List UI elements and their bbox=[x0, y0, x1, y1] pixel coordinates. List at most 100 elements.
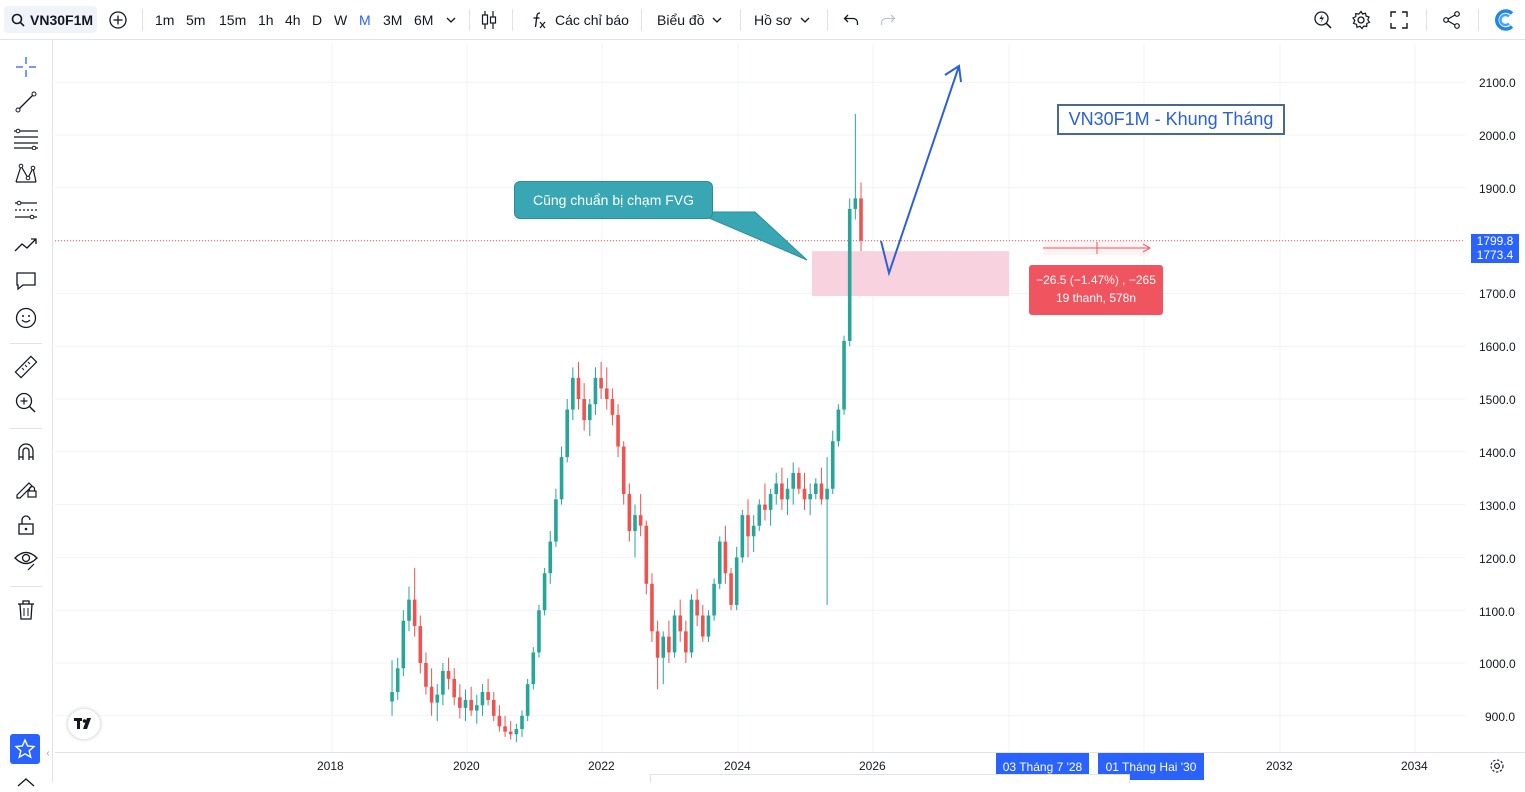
hide-drawings-tool[interactable] bbox=[10, 545, 42, 575]
time-label: 2032 bbox=[1266, 759, 1293, 773]
eye-icon bbox=[14, 551, 38, 571]
quick-search-button[interactable] bbox=[1313, 0, 1333, 39]
interval-3m[interactable]: 3M bbox=[383, 11, 403, 28]
top-toolbar: VN30F1M 1m 5m 15m 1h 4h D W M 3M 6M Các … bbox=[0, 0, 1525, 40]
profile-dropdown[interactable]: Hồ sơ bbox=[754, 0, 810, 39]
chevron-up-icon bbox=[17, 778, 35, 787]
price-label: 1200.0 bbox=[1479, 552, 1516, 566]
chevron-down-icon bbox=[800, 17, 810, 23]
candle-body bbox=[746, 515, 750, 537]
lock-all-tool[interactable] bbox=[10, 510, 42, 540]
candle-body bbox=[734, 557, 739, 605]
settings-button[interactable] bbox=[1351, 0, 1371, 39]
candle-body bbox=[446, 670, 451, 679]
forecast-tool[interactable] bbox=[10, 195, 42, 225]
candle-body bbox=[785, 488, 790, 500]
remove-drawings-tool[interactable] bbox=[10, 595, 42, 625]
candle-body bbox=[463, 699, 468, 708]
interval-5m[interactable]: 5m bbox=[186, 11, 206, 28]
tradingview-logo[interactable] bbox=[68, 709, 100, 739]
time-label: 2024 bbox=[724, 759, 751, 773]
lock-drawing-tool[interactable] bbox=[10, 473, 42, 503]
chart-svg bbox=[55, 44, 1465, 752]
ruler-tool[interactable] bbox=[10, 352, 42, 382]
pattern-tool[interactable] bbox=[10, 159, 42, 189]
candle-body bbox=[559, 457, 564, 500]
chart-pane[interactable] bbox=[55, 44, 1465, 752]
forecast-icon bbox=[15, 200, 37, 220]
tv-logo-icon bbox=[74, 718, 91, 729]
candle-body bbox=[537, 610, 541, 653]
candle-body bbox=[469, 699, 473, 711]
candle-body bbox=[435, 694, 440, 703]
time-highlight-start-text: 03 Tháng 7 '28 bbox=[1002, 759, 1083, 774]
magnify-lightning-icon bbox=[1314, 10, 1332, 29]
emoji-tool[interactable] bbox=[10, 303, 42, 333]
candle-body bbox=[684, 631, 688, 653]
candle-body bbox=[655, 631, 660, 658]
callout-pointer bbox=[694, 211, 808, 261]
compare-symbol-button[interactable] bbox=[108, 0, 128, 39]
interval-w[interactable]: W bbox=[334, 11, 348, 28]
candle-body bbox=[441, 670, 445, 695]
candle-body bbox=[836, 409, 841, 442]
undo-button[interactable] bbox=[843, 0, 859, 39]
symbol-search-button[interactable]: VN30F1M bbox=[4, 6, 97, 33]
expand-up-button[interactable] bbox=[14, 774, 38, 787]
candle-body bbox=[610, 399, 615, 415]
price-label: 1100.0 bbox=[1479, 605, 1515, 619]
title-textbox[interactable]: VN30F1M - Khung Tháng bbox=[1057, 104, 1285, 135]
collapse-toolbar-handle[interactable]: ‹ bbox=[46, 747, 50, 759]
separator bbox=[1478, 9, 1479, 31]
interval-d[interactable]: D bbox=[312, 11, 323, 28]
fib-tool[interactable] bbox=[10, 123, 42, 153]
bottom-panel-handle[interactable] bbox=[650, 774, 1130, 783]
zoom-in-tool[interactable] bbox=[10, 388, 42, 418]
arrow-tool[interactable] bbox=[10, 230, 42, 260]
fullscreen-button[interactable] bbox=[1390, 0, 1408, 39]
comment-tool[interactable] bbox=[10, 266, 42, 296]
candle-body bbox=[616, 414, 620, 447]
interval-m[interactable]: M bbox=[359, 11, 371, 28]
watchlist-favorite-button[interactable] bbox=[10, 734, 40, 764]
share-button[interactable] bbox=[1442, 0, 1462, 39]
price-label: 1400.0 bbox=[1479, 446, 1516, 460]
candle-body bbox=[825, 488, 829, 500]
indicators-button[interactable]: Các chỉ báo bbox=[529, 0, 629, 39]
brand-logo[interactable] bbox=[1493, 0, 1517, 39]
candle-body bbox=[757, 504, 762, 526]
interval-6m[interactable]: 6M bbox=[414, 11, 434, 28]
interval-dropdown[interactable] bbox=[446, 0, 456, 39]
interval-4h[interactable]: 4h bbox=[285, 11, 301, 28]
trendline-icon bbox=[15, 91, 37, 113]
interval-15m[interactable]: 15m bbox=[219, 11, 247, 28]
chart-type-dropdown[interactable]: Biểu đồ bbox=[657, 0, 722, 39]
callout-text: Cũng chuẩn bị chạm FVG bbox=[532, 192, 695, 208]
interval-1h[interactable]: 1h bbox=[258, 11, 274, 28]
candle-body bbox=[797, 472, 801, 489]
current-price-badge: 1799.8 1773.4 bbox=[1471, 234, 1519, 263]
fvg-callout[interactable]: Cũng chuẩn bị chạm FVG bbox=[514, 181, 713, 219]
candle-body bbox=[548, 541, 553, 574]
magnet-tool[interactable] bbox=[10, 437, 42, 467]
time-label: 2018 bbox=[317, 759, 344, 773]
candle-style-button[interactable] bbox=[480, 0, 498, 39]
crosshair-tool[interactable] bbox=[10, 52, 42, 82]
fib-icon bbox=[14, 128, 38, 150]
indicators-label: Các chỉ báo bbox=[555, 11, 629, 28]
candle-body bbox=[706, 615, 711, 637]
price-label: 1900.0 bbox=[1479, 182, 1516, 196]
interval-1m[interactable]: 1m bbox=[155, 11, 175, 28]
candle-body bbox=[740, 515, 745, 558]
trendline-tool[interactable] bbox=[10, 87, 42, 117]
redo-button[interactable] bbox=[880, 0, 896, 39]
candle-body bbox=[830, 441, 835, 489]
fvg-zone bbox=[812, 251, 1009, 297]
price-axis[interactable] bbox=[1467, 44, 1525, 752]
candle-body bbox=[819, 483, 824, 500]
candle-body bbox=[808, 494, 812, 500]
candle-body bbox=[542, 573, 547, 611]
arrow-tool-icon bbox=[14, 238, 37, 252]
price-label: 900.0 bbox=[1485, 710, 1516, 724]
axis-settings-button[interactable] bbox=[1489, 758, 1511, 778]
